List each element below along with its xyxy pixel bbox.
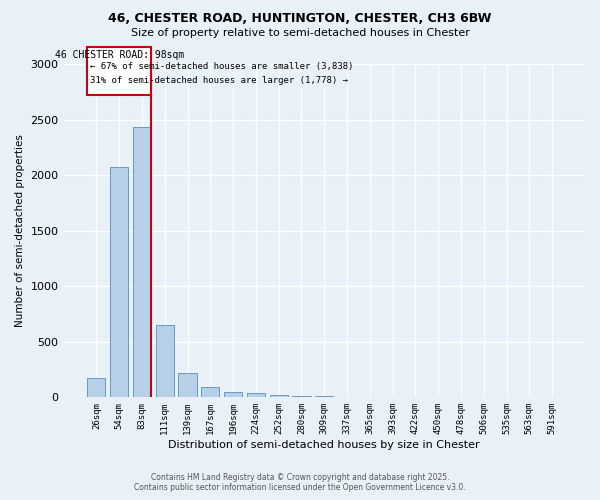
Bar [178,373,197,398]
Bar [315,396,334,398]
X-axis label: Distribution of semi-detached houses by size in Chester: Distribution of semi-detached houses by … [169,440,480,450]
Text: Contains HM Land Registry data © Crown copyright and database right 2025.
Contai: Contains HM Land Registry data © Crown c… [134,473,466,492]
Bar [87,378,106,398]
Bar [201,388,220,398]
Y-axis label: Number of semi-detached properties: Number of semi-detached properties [15,134,25,327]
Text: 31% of semi-detached houses are larger (1,778) →: 31% of semi-detached houses are larger (… [89,76,347,85]
Text: Size of property relative to semi-detached houses in Chester: Size of property relative to semi-detach… [131,28,469,38]
Bar [155,325,174,398]
Bar [224,392,242,398]
Text: 46, CHESTER ROAD, HUNTINGTON, CHESTER, CH3 6BW: 46, CHESTER ROAD, HUNTINGTON, CHESTER, C… [109,12,491,26]
Bar [269,395,288,398]
Bar [247,394,265,398]
FancyBboxPatch shape [87,48,151,95]
Text: 46 CHESTER ROAD: 98sqm: 46 CHESTER ROAD: 98sqm [55,50,184,60]
Bar [110,167,128,398]
Bar [292,396,311,398]
Text: ← 67% of semi-detached houses are smaller (3,838): ← 67% of semi-detached houses are smalle… [89,62,353,70]
Bar [133,128,151,398]
